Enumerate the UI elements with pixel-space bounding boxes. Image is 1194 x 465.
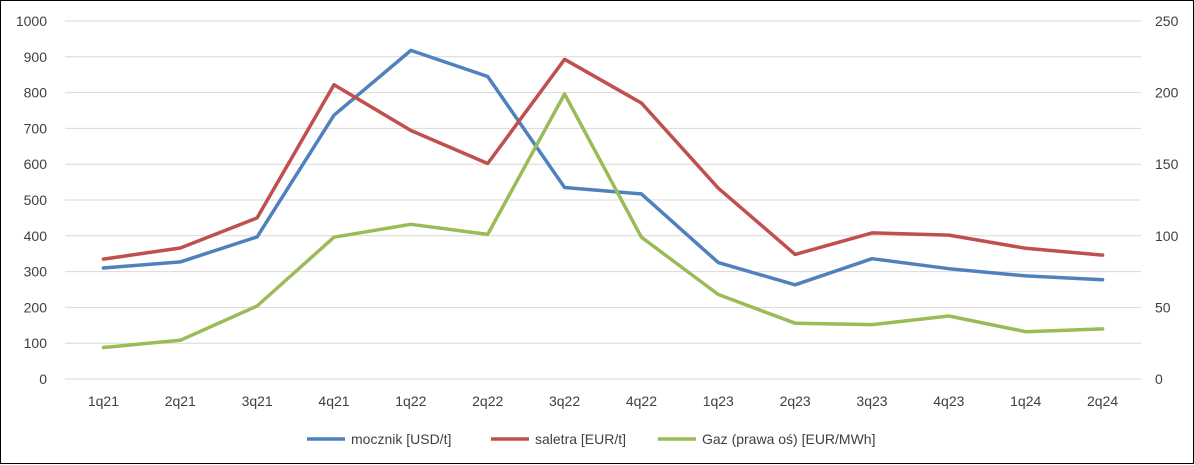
x-tick-label: 1q22 bbox=[395, 393, 426, 409]
series-line-1 bbox=[101, 57, 1105, 261]
x-tick-label: 1q21 bbox=[88, 393, 119, 409]
x-tick-label: 2q24 bbox=[1087, 393, 1118, 409]
y-right-tick-label: 100 bbox=[1155, 228, 1179, 244]
x-tick-label: 1q24 bbox=[1010, 393, 1041, 409]
y-right-tick-label: 50 bbox=[1155, 299, 1171, 315]
x-tick-label: 4q22 bbox=[626, 393, 657, 409]
y-right-tick-label: 0 bbox=[1155, 371, 1163, 387]
x-tick-label: 2q21 bbox=[165, 393, 196, 409]
y-left-tick-label: 0 bbox=[39, 371, 47, 387]
x-tick-label: 2q22 bbox=[472, 393, 503, 409]
legend: mocznik [USD/t] saletra [EUR/t] Gaz (prawa… bbox=[307, 431, 875, 447]
y-right-tick-label: 150 bbox=[1155, 156, 1179, 172]
gridlines bbox=[65, 20, 1141, 380]
y-right-tick-labels: 0 50 100 150 200 250 bbox=[1155, 13, 1179, 387]
x-tick-label: 3q22 bbox=[549, 393, 580, 409]
y-left-tick-label: 800 bbox=[24, 85, 48, 101]
y-left-tick-label: 100 bbox=[24, 335, 48, 351]
y-left-tick-label: 200 bbox=[24, 299, 48, 315]
legend-label: Gaz (prawa oś) [EUR/MWh] bbox=[702, 431, 875, 447]
y-left-tick-label: 1000 bbox=[16, 13, 47, 29]
x-tick-label: 3q23 bbox=[856, 393, 887, 409]
x-tick-labels: 1q21 2q21 3q21 4q21 1q22 2q22 3q22 4q22 1q23 2q23… bbox=[88, 393, 1119, 409]
y-right-tick-label: 250 bbox=[1155, 13, 1179, 29]
x-tick-label: 1q23 bbox=[703, 393, 734, 409]
x-tick-label: 4q23 bbox=[933, 393, 964, 409]
y-left-tick-label: 500 bbox=[24, 192, 48, 208]
x-tick-label: 4q21 bbox=[318, 393, 349, 409]
y-left-tick-label: 300 bbox=[24, 264, 48, 280]
series-line-0 bbox=[101, 48, 1105, 287]
series-line-2 bbox=[101, 92, 1105, 350]
y-left-tick-label: 700 bbox=[24, 120, 48, 136]
y-left-tick-label: 900 bbox=[24, 49, 48, 65]
y-right-tick-label: 200 bbox=[1155, 85, 1179, 101]
x-tick-label: 2q23 bbox=[780, 393, 811, 409]
y-left-tick-label: 600 bbox=[24, 156, 48, 172]
y-left-tick-labels: 0 100 200 300 400 500 600 700 800 900 1000 bbox=[16, 13, 47, 387]
y-left-tick-label: 400 bbox=[24, 228, 48, 244]
legend-label: mocznik [USD/t] bbox=[351, 431, 451, 447]
x-tick-label: 3q21 bbox=[242, 393, 273, 409]
legend-label: saletra [EUR/t] bbox=[535, 431, 626, 447]
series-lines bbox=[101, 48, 1105, 350]
